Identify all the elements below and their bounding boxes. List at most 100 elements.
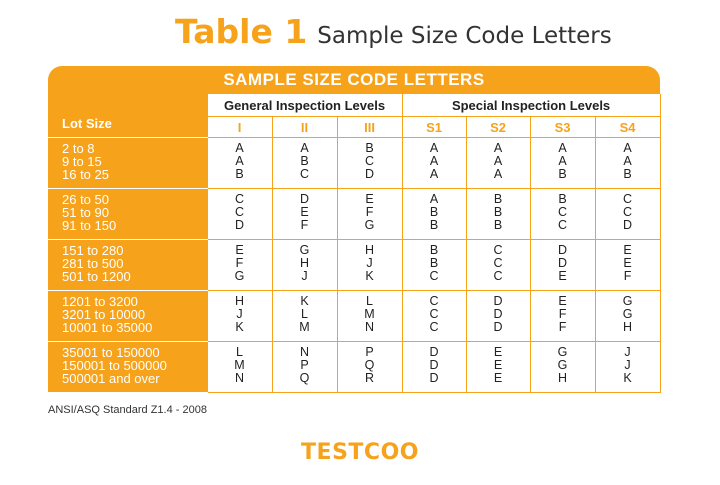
code-letter: E (493, 345, 503, 359)
code-letter: C (623, 192, 633, 206)
code-letter: J (236, 307, 243, 321)
code-letter: A (623, 154, 632, 168)
lot-size-range: 16 to 25 (62, 167, 109, 182)
code-letter: M (299, 320, 310, 334)
code-header-s4: S4 (594, 116, 661, 138)
code-letter: L (301, 307, 308, 321)
brand-logo: TESTCOO (301, 440, 419, 465)
code-letter: H (623, 320, 633, 334)
lot-size-range: 51 to 90 (62, 205, 109, 220)
table-banner: SAMPLE SIZE CODE LETTERS (48, 66, 660, 94)
code-letter: F (300, 218, 309, 232)
code-letter: P (300, 358, 309, 372)
code-letter: K (300, 294, 309, 308)
code-letter: A (235, 141, 244, 155)
code-letter: D (493, 294, 503, 308)
code-letter: C (558, 218, 568, 232)
code-letter: B (365, 141, 374, 155)
code-letter: C (429, 307, 439, 321)
page-title: Table 1 Sample Size Code Letters (175, 12, 612, 56)
code-letter: J (366, 256, 373, 270)
code-letter: Q (364, 358, 375, 372)
code-letter: B (429, 256, 439, 270)
table-row: 35001 to 150000 150001 to 500000 500001 an… (48, 341, 661, 393)
lot-size-range: 91 to 150 (62, 218, 117, 233)
code-header-s3: S3 (529, 116, 596, 138)
code-letter: C (234, 192, 245, 206)
code-letter: D (299, 192, 310, 206)
code-letter: F (365, 205, 374, 219)
code-letter: G (622, 307, 633, 321)
code-letter: H (558, 371, 568, 385)
code-letter: C (558, 205, 568, 219)
lot-size-header-cell: Lot Size (48, 94, 207, 138)
code-letter: E (493, 371, 503, 385)
code-letter: F (623, 269, 632, 283)
code-letter: B (558, 192, 567, 206)
code-letter: A (429, 154, 439, 168)
code-letter: A (429, 192, 439, 206)
code-letter: M (234, 358, 245, 372)
code-header-i: I (206, 116, 272, 138)
lot-size-range: 281 to 500 (62, 256, 124, 271)
lot-size-range: 3201 to 10000 (62, 307, 146, 322)
lot-size-cell: 26 to 50 51 to 90 91 to 150 (48, 188, 207, 240)
code-letter: K (365, 269, 374, 283)
code-letter: A (429, 167, 439, 181)
code-letter: D (429, 371, 439, 385)
code-letter: A (493, 154, 503, 168)
code-letter: M (364, 307, 375, 321)
code-letter: C (234, 205, 245, 219)
code-letter: D (429, 345, 439, 359)
code-letter: C (429, 320, 439, 334)
code-letter: A (558, 154, 567, 168)
lot-size-range: 35001 to 150000 (62, 345, 160, 360)
code-letter: B (429, 218, 439, 232)
code-letter: C (493, 243, 503, 257)
code-letter: G (299, 243, 310, 257)
code-letter: A (493, 167, 503, 181)
code-letter: E (623, 256, 632, 270)
code-letter: B (429, 243, 439, 257)
table-number: Table 1 (175, 12, 308, 51)
code-letter: F (558, 320, 567, 334)
code-letter: C (493, 269, 503, 283)
code-letter: N (234, 371, 245, 385)
code-letter: D (558, 243, 568, 257)
lot-size-range: 151 to 280 (62, 243, 124, 258)
code-letter: A (623, 141, 632, 155)
code-letter: G (557, 358, 568, 372)
lot-size-cell: 1201 to 3200 3201 to 10000 10001 to 35000 (48, 290, 207, 342)
lot-size-range: 501 to 1200 (62, 269, 131, 284)
code-letter: A (493, 141, 503, 155)
code-letter: D (234, 218, 245, 232)
code-letter: E (558, 269, 567, 283)
code-letter: H (365, 243, 375, 257)
code-letter: F (558, 307, 567, 321)
code-letter: G (234, 269, 245, 283)
code-letter: G (364, 218, 375, 232)
table-row: 26 to 50 51 to 90 91 to 150 C C D D E F E F G A B B B B B… (48, 188, 661, 240)
code-letter: D (558, 256, 568, 270)
code-letter: B (558, 167, 567, 181)
code-letter: C (299, 167, 310, 181)
